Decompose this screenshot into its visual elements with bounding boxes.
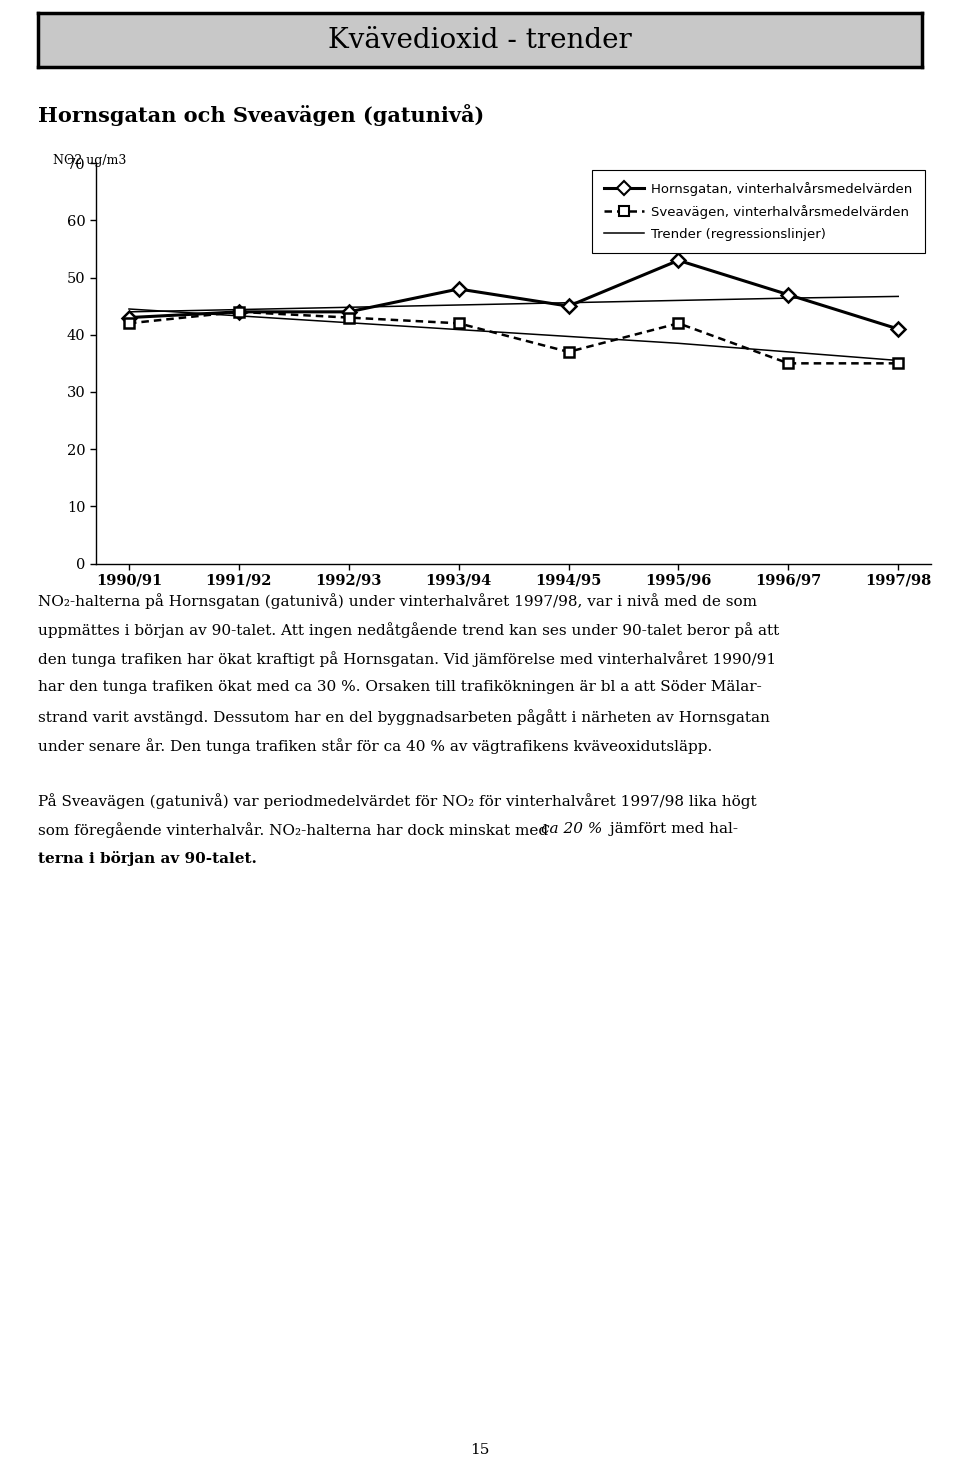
Text: Kvävedioxid - trender: Kvävedioxid - trender <box>328 27 632 53</box>
Trender (regressionslinjer) <box>563 294 574 311</box>
Trender (regressionslinjer) <box>893 288 904 305</box>
Hornsgatan, vinterhalvårsmedelvärden <box>123 308 134 326</box>
Text: NO2 ug/m3: NO2 ug/m3 <box>53 154 126 168</box>
Legend: Hornsgatan, vinterhalvårsmedelvärden, Sveavägen, vinterhalvårsmedelvärden, Trend: Hornsgatan, vinterhalvårsmedelvärden, Sv… <box>592 169 924 254</box>
Sveavägen, vinterhalvårsmedelvärden <box>233 303 245 320</box>
Text: På Sveavägen (gatunivå) var periodmedelvärdet för NO₂ för vinterhalvåret 1997/98: På Sveavägen (gatunivå) var periodmedelv… <box>38 793 757 808</box>
Sveavägen, vinterhalvårsmedelvärden <box>343 308 354 326</box>
Line: Sveavägen, vinterhalvårsmedelvärden: Sveavägen, vinterhalvårsmedelvärden <box>124 307 903 368</box>
Text: den tunga trafiken har ökat kraftigt på Hornsgatan. Vid jämförelse med vinterhal: den tunga trafiken har ökat kraftigt på … <box>38 651 777 667</box>
Text: terna i början av 90-talet.: terna i början av 90-talet. <box>38 851 257 866</box>
Text: har den tunga trafiken ökat med ca 30 %. Orsaken till trafikökningen är bl a att: har den tunga trafiken ökat med ca 30 %.… <box>38 679 762 694</box>
Sveavägen, vinterhalvårsmedelvärden <box>563 343 574 360</box>
Trender (regressionslinjer) <box>673 292 684 310</box>
Sveavägen, vinterhalvårsmedelvärden <box>453 314 465 332</box>
Hornsgatan, vinterhalvårsmedelvärden <box>563 297 574 314</box>
Line: Hornsgatan, vinterhalvårsmedelvärden: Hornsgatan, vinterhalvårsmedelvärden <box>124 255 903 334</box>
Sveavägen, vinterhalvårsmedelvärden <box>893 354 904 372</box>
Trender (regressionslinjer) <box>343 298 354 316</box>
Trender (regressionslinjer) <box>782 289 794 307</box>
Hornsgatan, vinterhalvårsmedelvärden <box>893 320 904 338</box>
Text: uppmättes i början av 90-talet. Att ingen nedåtgående trend kan ses under 90-tal: uppmättes i början av 90-talet. Att inge… <box>38 623 780 638</box>
Hornsgatan, vinterhalvårsmedelvärden <box>673 252 684 270</box>
Trender (regressionslinjer) <box>453 297 465 314</box>
Hornsgatan, vinterhalvårsmedelvärden <box>782 286 794 304</box>
Text: ca 20 %: ca 20 % <box>541 822 603 835</box>
Hornsgatan, vinterhalvårsmedelvärden <box>233 303 245 320</box>
Hornsgatan, vinterhalvårsmedelvärden <box>343 303 354 320</box>
Text: Hornsgatan och Sveavägen (gatunivå): Hornsgatan och Sveavägen (gatunivå) <box>38 104 485 126</box>
Sveavägen, vinterhalvårsmedelvärden <box>673 314 684 332</box>
Hornsgatan, vinterhalvårsmedelvärden <box>453 280 465 298</box>
Text: NO₂-halterna på Hornsgatan (gatunivå) under vinterhalvåret 1997/98, var i nivå m: NO₂-halterna på Hornsgatan (gatunivå) un… <box>38 593 757 610</box>
Text: 15: 15 <box>470 1443 490 1458</box>
Sveavägen, vinterhalvårsmedelvärden <box>782 354 794 372</box>
Text: under senare år. Den tunga trafiken står för ca 40 % av vägtrafikens kväveoxidut: under senare år. Den tunga trafiken står… <box>38 739 712 753</box>
Text: strand varit avstängd. Dessutom har en del byggnadsarbeten pågått i närheten av : strand varit avstängd. Dessutom har en d… <box>38 709 770 725</box>
Text: som föregående vinterhalvår. NO₂-halterna har dock minskat med: som föregående vinterhalvår. NO₂-haltern… <box>38 822 553 838</box>
Trender (regressionslinjer) <box>233 301 245 319</box>
Text: jämfört med hal-: jämfört med hal- <box>605 822 738 835</box>
Trender (regressionslinjer) <box>123 303 134 320</box>
Sveavägen, vinterhalvårsmedelvärden <box>123 314 134 332</box>
Line: Trender (regressionslinjer): Trender (regressionslinjer) <box>129 297 899 311</box>
